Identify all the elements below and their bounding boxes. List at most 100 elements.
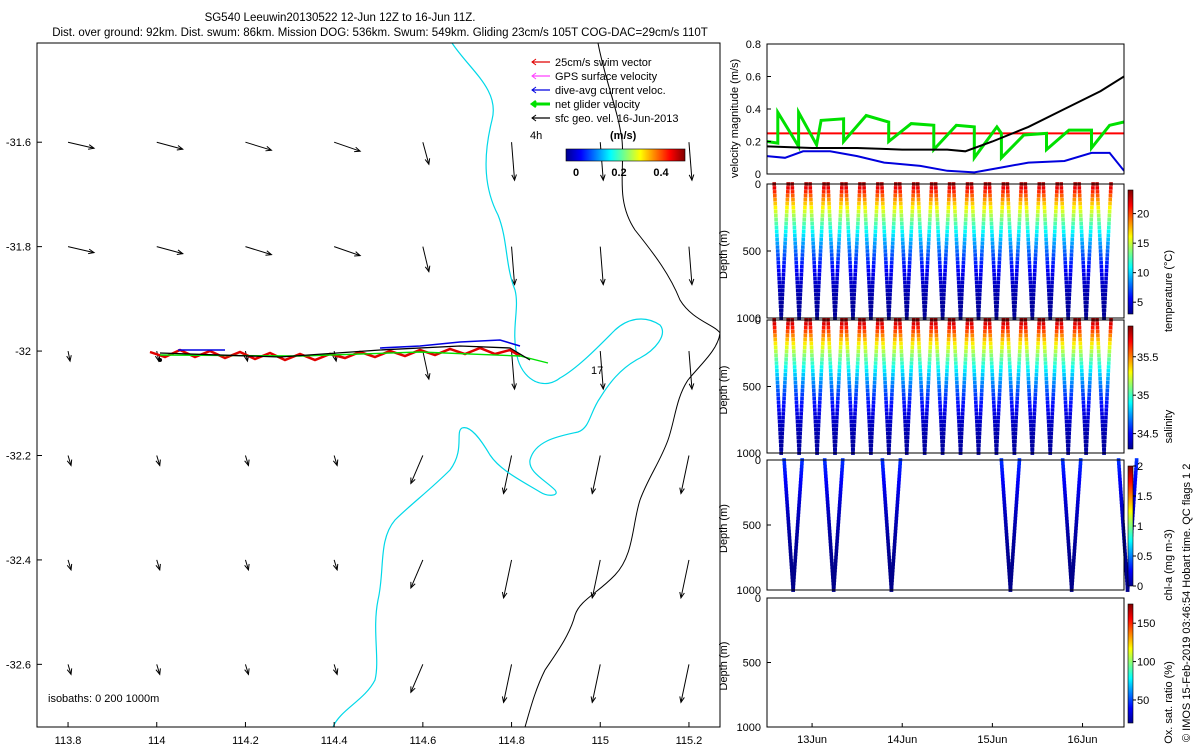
profile-point [796, 506, 801, 511]
profile-point [909, 369, 913, 373]
profile-point [836, 519, 841, 524]
profile-point [788, 545, 793, 550]
profile-point [888, 431, 892, 436]
profile-point [900, 365, 905, 369]
profile-point [784, 357, 788, 361]
profile-point [821, 194, 826, 198]
map-colorbar-tick: 0.2 [611, 167, 626, 179]
profile-point [1081, 396, 1086, 401]
profile-point [996, 276, 1001, 281]
profile-point [945, 361, 950, 365]
profile-point [1052, 380, 1056, 385]
profile-point [1085, 296, 1089, 301]
profile-point [1014, 503, 1019, 508]
profile-point [905, 431, 910, 436]
profile-point [1032, 408, 1037, 412]
profile-point [802, 357, 806, 361]
depth-tick-label: 1000 [737, 722, 761, 734]
profile-point [888, 423, 893, 428]
profile-point [957, 288, 961, 293]
profile-point [992, 412, 997, 416]
profile-point [854, 388, 859, 393]
profile-point [962, 380, 967, 385]
profile-point [1068, 408, 1073, 412]
profile-point [1032, 276, 1037, 281]
profile-point [1105, 392, 1109, 397]
profile-point [826, 194, 831, 198]
profile-point [834, 427, 839, 432]
profile-point [820, 217, 825, 222]
profile-point [939, 284, 943, 289]
profile-point [957, 284, 961, 289]
profile-point [1107, 221, 1111, 226]
profile-point [828, 353, 832, 358]
velocity-series [767, 75, 1124, 174]
profile-point [1006, 329, 1010, 334]
profile-point [856, 357, 860, 361]
profile-point [869, 447, 873, 451]
profile-point [987, 322, 992, 326]
profile-point [1026, 369, 1030, 373]
profile-point [1078, 333, 1082, 338]
profile-point [794, 392, 798, 397]
quiver-arrow [688, 246, 695, 286]
profile-point [1029, 431, 1034, 436]
profile-point [828, 357, 832, 361]
profile-point [790, 326, 795, 330]
profile-point [1106, 376, 1110, 381]
profile-point [776, 400, 781, 404]
profile-point [775, 245, 780, 249]
profile-point [890, 257, 894, 261]
profile-point [972, 369, 976, 373]
profile-point [1045, 400, 1050, 404]
profile-point [1119, 497, 1124, 501]
profile-point [774, 349, 778, 354]
profile-point [927, 229, 932, 234]
profile-point [972, 372, 977, 377]
profile-point [1108, 341, 1112, 346]
profile-point [1071, 571, 1075, 576]
profile-point [825, 493, 829, 498]
profile-point [997, 388, 1002, 393]
profile-point [875, 322, 880, 326]
profile-point [1031, 439, 1035, 444]
profile-point [880, 190, 885, 194]
profile-point [1064, 503, 1068, 508]
profile-point [975, 292, 980, 297]
profile-point [892, 209, 897, 214]
profile-point [865, 241, 869, 245]
profile-point [905, 435, 910, 440]
profile-point [1025, 365, 1030, 369]
profile-point [893, 190, 898, 194]
profile-point [996, 415, 1001, 420]
profile-point [1061, 353, 1065, 358]
profile-point [891, 369, 895, 373]
profile-point [1067, 552, 1072, 557]
profile-point [1096, 337, 1100, 342]
profile-point [927, 361, 932, 365]
profile-point [945, 225, 950, 230]
profile-point [953, 341, 957, 346]
profile-point [1069, 392, 1074, 397]
profile-point [848, 261, 852, 265]
profile-point [957, 419, 961, 424]
profile-point [924, 412, 929, 416]
profile-point [1046, 408, 1050, 412]
profile-point [849, 412, 853, 416]
profile-point [1084, 443, 1089, 447]
profile-point [1082, 423, 1087, 428]
profile-point [918, 225, 922, 230]
profile-point [1063, 392, 1067, 397]
profile-point [802, 345, 807, 350]
profile-point [863, 337, 867, 342]
profile-point [979, 268, 983, 273]
profile-point [921, 427, 926, 432]
profile-point [899, 345, 904, 350]
profile-point [829, 237, 833, 241]
profile-point [780, 296, 785, 301]
profile-point [918, 365, 922, 369]
profile-point [910, 209, 915, 214]
profile-point [1019, 322, 1023, 326]
profile-point [988, 197, 993, 202]
profile-point [774, 357, 779, 361]
